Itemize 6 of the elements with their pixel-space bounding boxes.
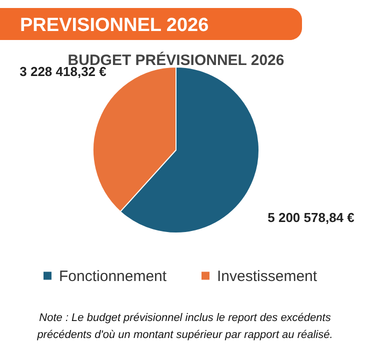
data-label: 3 228 418,32 €	[20, 64, 106, 79]
legend-label: Fonctionnement	[59, 268, 168, 285]
chart-title: PREVISIONNEL 2026	[20, 15, 209, 36]
legend-label: Investissement	[217, 268, 318, 285]
data-label: 5 200 578,84 €	[268, 210, 354, 225]
text: Note : Le budget prévisionnel inclus le report des excédents précédents d'où un montant supérieur par rapport au réalisé.	[36, 312, 333, 341]
